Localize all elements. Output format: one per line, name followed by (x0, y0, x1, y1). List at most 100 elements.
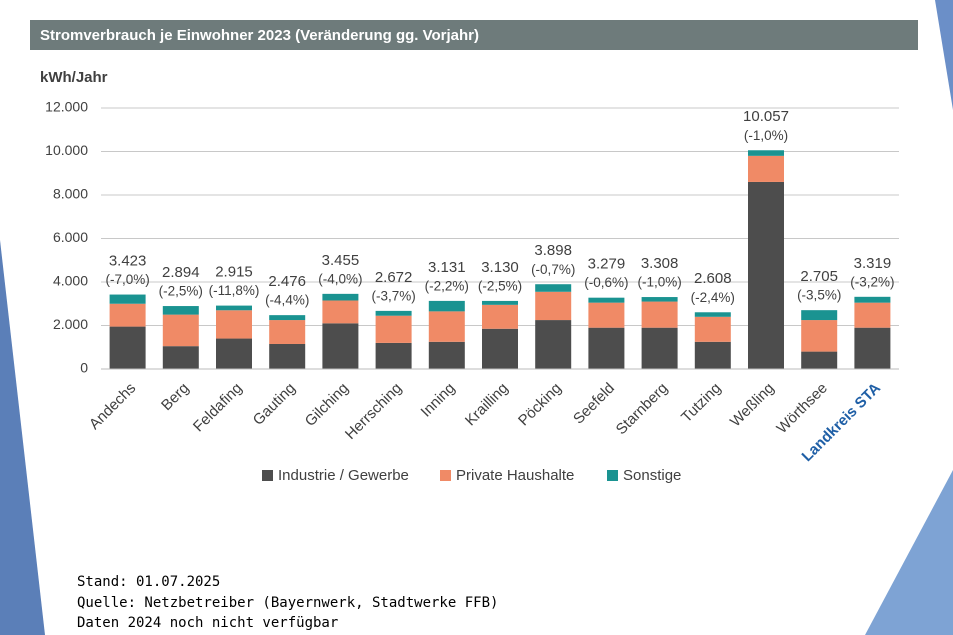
legend-label: Industrie / Gewerbe (278, 467, 409, 484)
total-label: 2.915 (215, 264, 253, 281)
bar-segment (588, 297, 625, 303)
decoration (865, 470, 953, 635)
bar-segment (428, 341, 465, 369)
bar-segment (269, 343, 306, 369)
legend-swatch (440, 470, 451, 481)
change-label: (-2,5%) (159, 284, 203, 299)
bar-segment (322, 293, 359, 301)
x-tick-label: Tutzing (678, 380, 724, 426)
change-label: (-0,7%) (531, 262, 575, 277)
bar-segment (694, 316, 731, 342)
total-label: 2.672 (375, 269, 413, 286)
bar-segment (109, 303, 146, 327)
bar-segment (482, 328, 518, 369)
change-label: (-7,0%) (105, 272, 149, 287)
bar-segment (322, 300, 359, 324)
y-tick-label: 12.000 (45, 99, 88, 115)
bar-segment (535, 284, 572, 292)
decoration (0, 240, 45, 635)
bar-segment (375, 315, 412, 343)
x-tick-label: Pöcking (515, 380, 565, 430)
legend-label: Sonstige (623, 467, 681, 484)
bar-segment (801, 320, 838, 352)
total-label: 3.423 (109, 253, 147, 270)
legend-swatch (262, 470, 273, 481)
y-tick-label: 10.000 (45, 142, 88, 158)
bar-segment (588, 302, 625, 328)
change-label: (-4,0%) (318, 271, 362, 286)
bar-segment (641, 327, 678, 369)
total-label: 2.476 (268, 273, 306, 290)
chart-title: Stromverbrauch je Einwohner 2023 (Veränd… (40, 27, 479, 44)
bar-segment (162, 314, 199, 347)
bar-segment (854, 296, 891, 303)
bar-segment (694, 341, 731, 369)
y-tick-label: 4.000 (53, 273, 88, 289)
bar-segment (375, 342, 412, 369)
x-tick-label: Starnberg (613, 380, 672, 439)
title-bar (30, 20, 918, 50)
y-tick-label: 0 (80, 360, 88, 376)
change-label: (-1,0%) (637, 275, 681, 290)
bar-segment (694, 312, 731, 317)
y-tick-label: 6.000 (53, 229, 88, 245)
total-label: 3.319 (854, 255, 892, 272)
bar-segment (482, 300, 518, 305)
bar-segment (162, 306, 199, 315)
bar-segment (641, 297, 678, 302)
total-label: 3.455 (322, 252, 360, 269)
x-tick-label: Gauting (250, 380, 299, 429)
bar-segment (428, 300, 465, 312)
bar-segment (748, 150, 784, 156)
note: Quelle: Netzbetreiber (Bayernwerk, Stadt… (77, 595, 498, 611)
x-tick-label: Weßling (727, 380, 778, 431)
bar-segment (801, 351, 838, 369)
total-label: 2.705 (800, 268, 838, 285)
bar-segment (216, 310, 252, 339)
change-label: (-4,4%) (265, 293, 309, 308)
bar-segment (375, 310, 412, 316)
x-tick-label: Herrsching (342, 380, 405, 443)
legend-label: Private Haushalte (456, 467, 574, 484)
change-label: (-11,8%) (209, 283, 260, 298)
x-tick-label: Feldafing (190, 380, 246, 436)
bar-segment (162, 346, 199, 369)
change-label: (-2,4%) (691, 290, 735, 305)
bar-segment (216, 305, 252, 311)
change-label: (-2,5%) (478, 278, 522, 293)
total-label: 3.279 (588, 256, 626, 273)
bar-segment (854, 302, 891, 328)
total-label: 3.131 (428, 259, 466, 276)
y-axis-title: kWh/Jahr (40, 69, 108, 86)
x-tick-label: Seefeld (570, 380, 618, 428)
x-tick-label: Gilching (302, 380, 352, 430)
bar-segment (535, 291, 572, 321)
x-tick-label: Krailling (462, 380, 512, 430)
x-tick-label: Andechs (86, 380, 139, 433)
x-tick-label: Berg (158, 380, 192, 414)
bar-segment (854, 327, 891, 369)
note: Daten 2024 noch nicht verfügbar (77, 615, 338, 631)
total-label: 2.894 (162, 264, 200, 281)
total-label: 2.608 (694, 270, 732, 287)
total-label: 3.308 (641, 255, 679, 272)
total-label: 3.898 (534, 242, 572, 259)
bar-segment (748, 181, 784, 369)
total-label: 10.057 (743, 108, 789, 125)
change-label: (-3,5%) (797, 288, 841, 303)
note: Stand: 01.07.2025 (77, 574, 220, 590)
bar-segment (641, 301, 678, 328)
change-label: (-3,7%) (371, 288, 415, 303)
bar-segment (748, 155, 784, 182)
bar-segment (482, 304, 518, 329)
bar-segment (428, 311, 465, 342)
bar-segment (588, 327, 625, 369)
bar-segment (269, 315, 306, 321)
bar-segment (535, 320, 572, 369)
legend-swatch (607, 470, 618, 481)
decoration (935, 0, 953, 110)
y-tick-label: 2.000 (53, 316, 88, 332)
bar-segment (322, 323, 359, 369)
change-label: (-1,0%) (744, 128, 788, 143)
